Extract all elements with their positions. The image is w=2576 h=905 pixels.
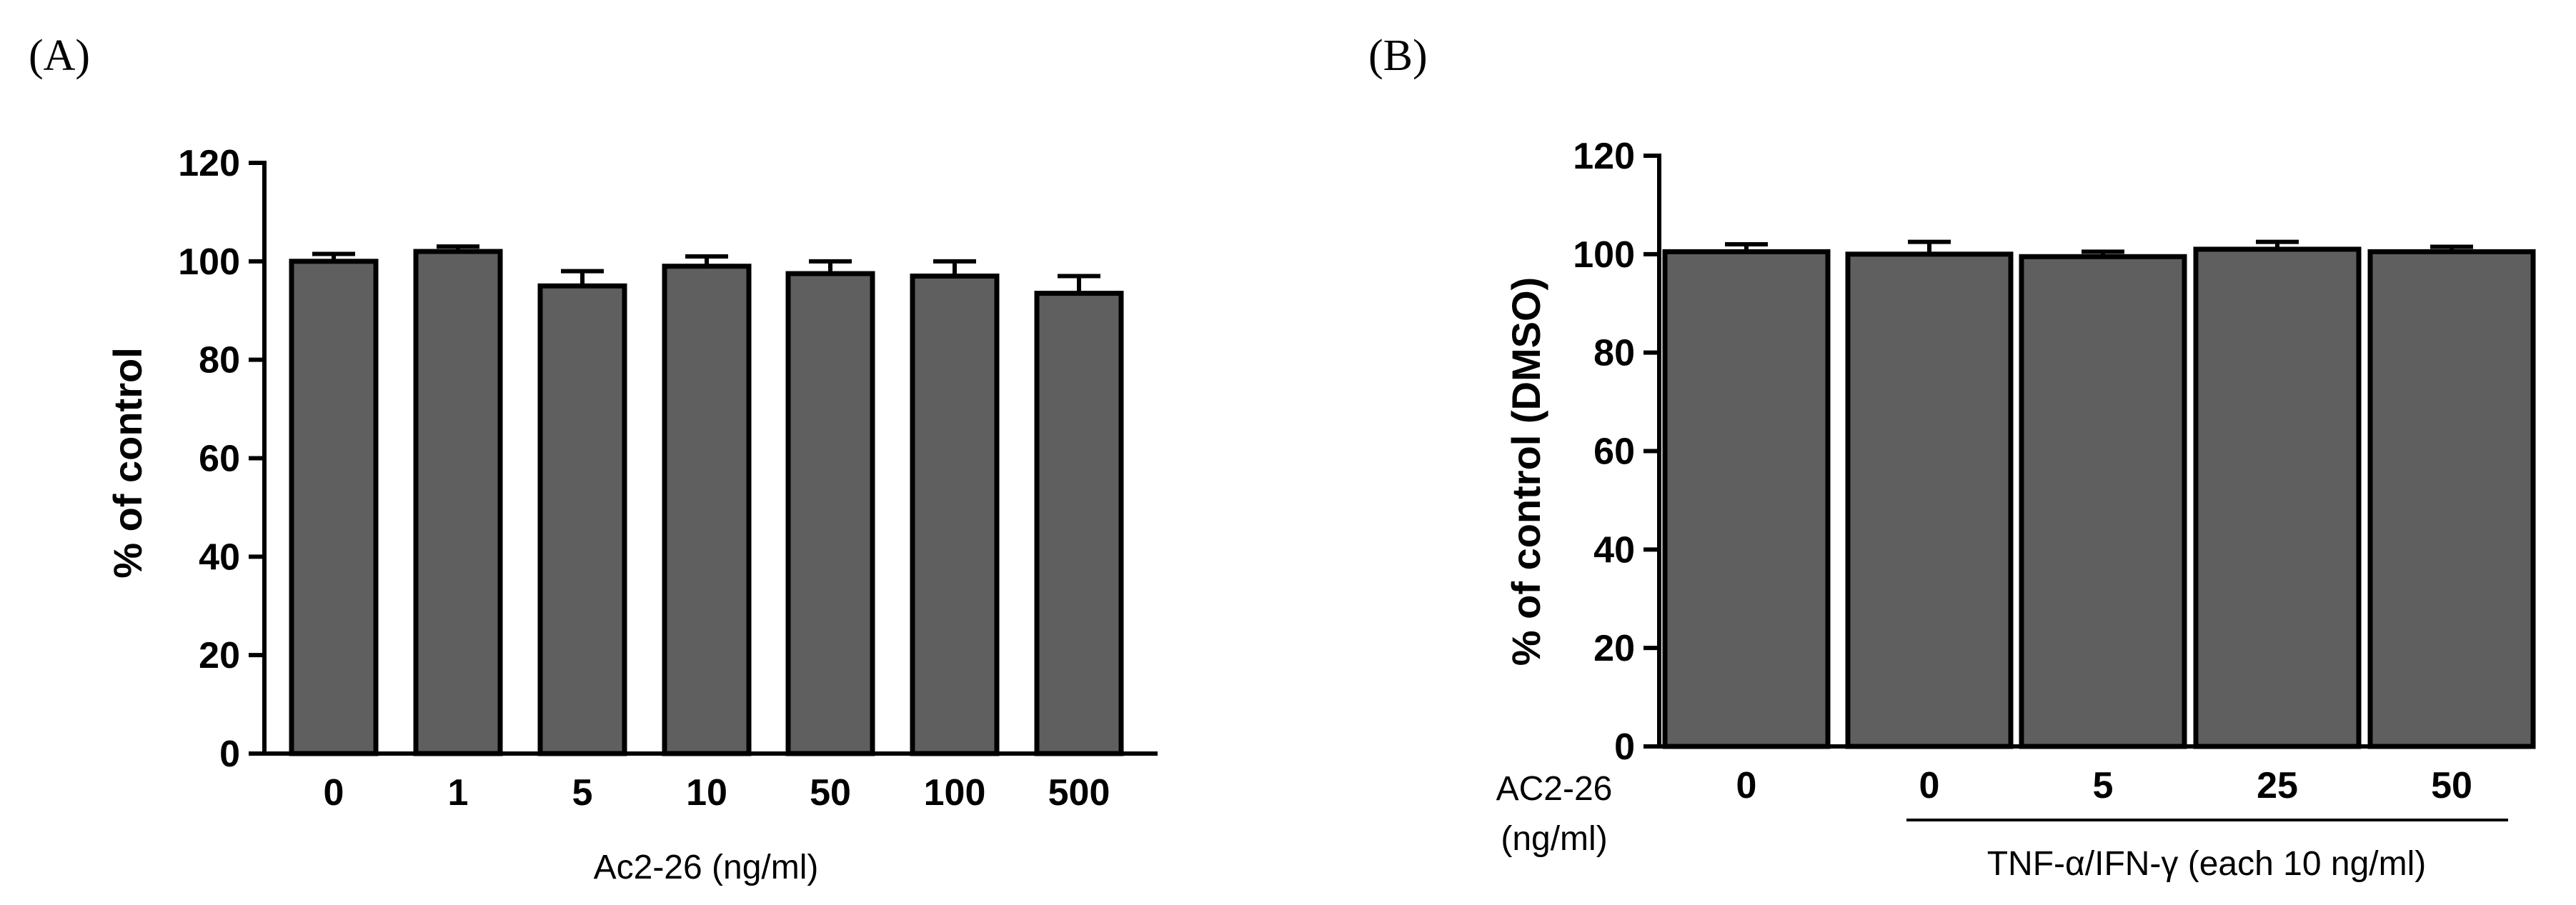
panel-a-x-tick-label: 500 <box>1048 772 1110 814</box>
panel-a-x-tick-label: 10 <box>686 772 727 814</box>
panel-b-x-tick-label: 50 <box>2431 765 2472 806</box>
panel-b-y-tick-label: 120 <box>1573 136 1635 177</box>
panel-a-bar <box>662 264 752 756</box>
panel-a-x-tick-label: 0 <box>324 772 344 814</box>
panel-b-y-tick-label: 100 <box>1573 234 1635 276</box>
panel-a-y-tick-label: 80 <box>199 340 240 381</box>
panel-a: (A) % of control Ac2-26 (ng/ml) 0 20 40 60 8… <box>29 31 1158 886</box>
panel-a-label: (A) <box>29 31 90 80</box>
panel-b-x-row-unit: (ng/ml) <box>1501 820 1607 858</box>
panel-b-x-tick-label: 0 <box>1736 765 1757 806</box>
panel-a-x-tick-label: 50 <box>810 772 851 814</box>
panel-a-y-axis-title: % of control <box>105 347 150 579</box>
panel-a-bar <box>413 249 503 756</box>
panel-b-y-tick-label: 0 <box>1614 726 1635 768</box>
panel-b: (B) % of control (DMSO) AC2-26 (ng/ml) T… <box>1368 31 2536 883</box>
panel-a-y-tick-label: 100 <box>178 241 240 283</box>
panel-b-x-tick-label: 0 <box>1919 765 1940 806</box>
panel-a-x-tick-label: 1 <box>448 772 469 814</box>
panel-a-y-tick-label: 0 <box>219 734 240 775</box>
panel-b-x-tick-label: 25 <box>2257 765 2298 806</box>
panel-b-bar <box>2193 246 2362 749</box>
panel-a-bar <box>289 259 379 756</box>
panel-b-y-axis-title: % of control (DMSO) <box>1503 277 1548 666</box>
panel-a-x-tick-labels: 0 1 5 10 50 100 500 <box>324 772 1110 814</box>
panel-b-bar <box>1662 249 1831 749</box>
panel-a-y-tick-label: 40 <box>199 536 240 578</box>
panel-a-x-tick-label: 5 <box>572 772 593 814</box>
panel-a-bar <box>785 271 875 756</box>
panel-b-x-tick-label: 5 <box>2093 765 2114 806</box>
panel-a-x-tick-label: 100 <box>924 772 986 814</box>
panel-b-y-tick-label: 20 <box>1593 628 1635 669</box>
panel-b-x-tick-labels: 0 0 5 25 50 <box>1736 765 2472 806</box>
panel-a-y-tick-label: 120 <box>178 143 240 184</box>
panel-b-group-label: TNF-α/IFN-γ (each 10 ng/ml) <box>1987 845 2427 883</box>
panel-a-bar <box>537 283 627 756</box>
panel-a-y-tick-label: 60 <box>199 439 240 480</box>
panel-a-y-axis: 0 20 40 60 80 100 120 <box>178 143 267 775</box>
panel-b-bar <box>1845 251 2014 749</box>
panel-b-y-tick-label: 80 <box>1593 333 1635 374</box>
panel-a-x-axis-title: Ac2-26 (ng/ml) <box>594 849 819 886</box>
panel-b-y-tick-label: 40 <box>1593 529 1635 571</box>
panel-a-y-tick-label: 20 <box>199 635 240 676</box>
panel-a-bar <box>910 274 1000 756</box>
panel-b-label: (B) <box>1368 31 1428 80</box>
panel-a-bar <box>1034 291 1124 756</box>
panel-b-bar <box>2019 254 2187 749</box>
panel-b-y-axis: 0 20 40 60 80 100 120 <box>1573 136 1661 768</box>
panel-b-bar <box>2367 249 2536 749</box>
panel-b-x-row-label: AC2-26 <box>1496 770 1613 808</box>
panel-b-bars <box>1662 239 2536 749</box>
panel-b-y-tick-label: 60 <box>1593 431 1635 473</box>
panel-a-bars <box>289 244 1124 756</box>
